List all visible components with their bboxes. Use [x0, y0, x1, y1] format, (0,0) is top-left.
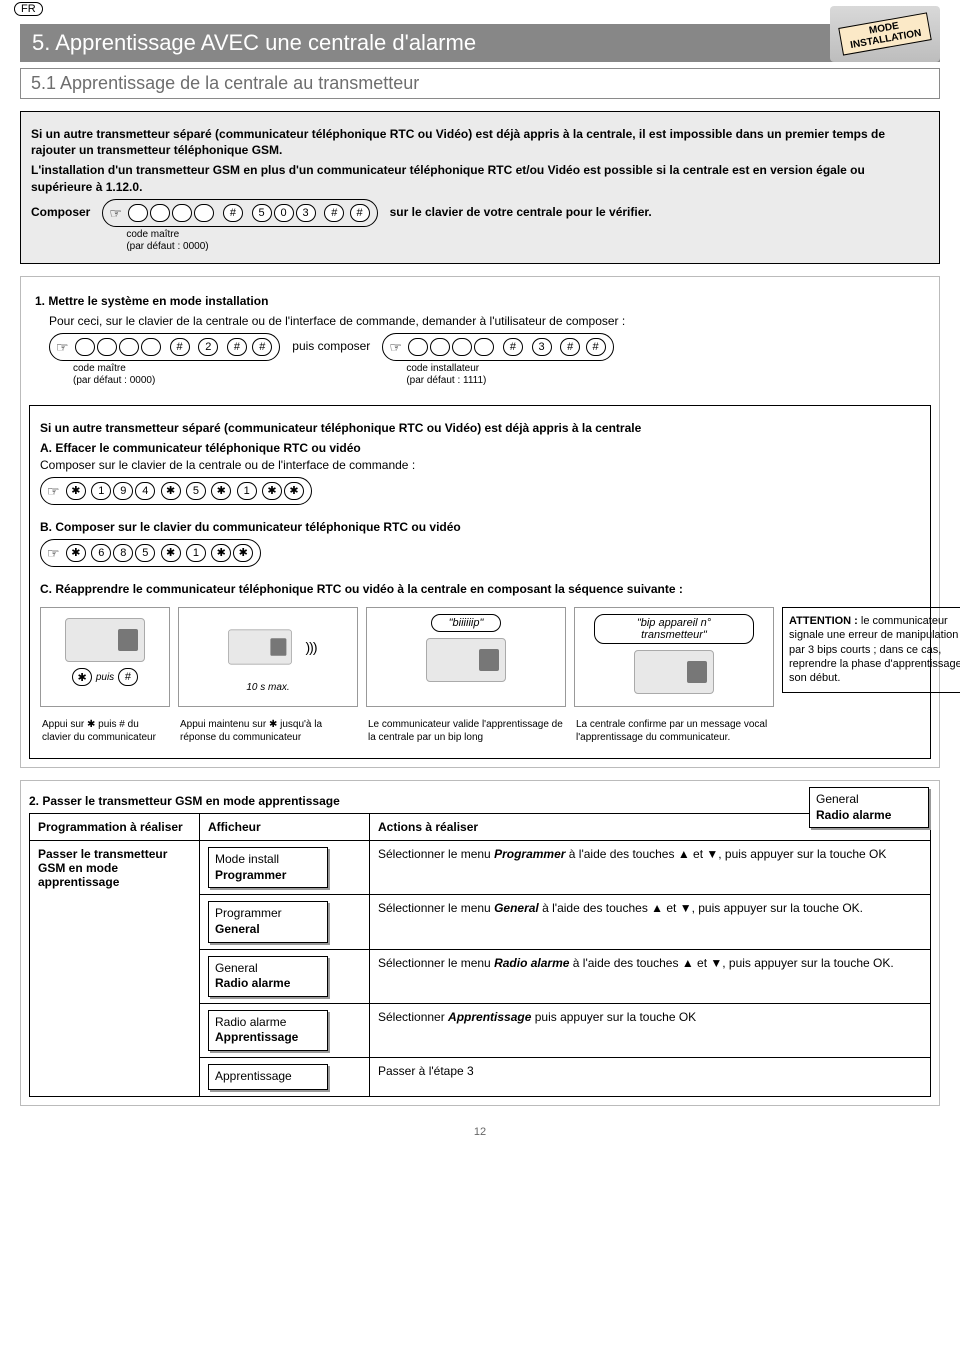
step1-puis: puis composer [292, 333, 370, 353]
abc-A: A. Effacer le communicateur téléphonique… [40, 440, 920, 472]
intro-box: Si un autre transmetteur séparé (communi… [20, 111, 940, 264]
hand-icon: ☞ [56, 339, 69, 356]
hand-icon: ☞ [47, 545, 60, 562]
hand-icon: ☞ [109, 205, 122, 222]
learn-cap1: Appui sur ✱ puis # du clavier du communi… [40, 715, 170, 748]
intro-p2: L'installation d'un transmetteur GSM en … [31, 162, 929, 194]
intro-key-sequence: ☞ # 503 # # [102, 199, 377, 227]
table-header-row: Programmation à réaliser Afficheur Actio… [30, 814, 931, 841]
learn-steps-grid: ✱ puis # ))) 10 s max. "biiiiiip" "bip a… [40, 607, 920, 748]
cell-action: Sélectionner le menu Programmer à l'aide… [370, 841, 931, 895]
step2-table: Programmation à réaliser Afficheur Actio… [29, 813, 931, 1096]
learn-attention: ATTENTION : le communicateur signale une… [782, 607, 960, 707]
language-tag: FR [14, 2, 43, 16]
subsection-title: 5.1 Apprentissage de la centrale au tran… [20, 68, 940, 99]
abc-A-seq: ☞ ✱ 194 ✱ 5 ✱ 1 ✱✱ [40, 477, 312, 505]
learn-step3-img: "biiiiiip" [366, 607, 566, 707]
th-prog: Programmation à réaliser [30, 814, 200, 841]
step1-seq2: ☞ # 3 # # [382, 333, 613, 361]
mode-badge-label: MODEINSTALLATION [838, 12, 931, 55]
cell-prog: Passer le transmetteur GSM en mode appre… [30, 841, 200, 1096]
abc-B-seq: ☞ ✱ 685 ✱ 1 ✱✱ [40, 539, 261, 567]
abc-heading: Si un autre transmetteur séparé (communi… [40, 420, 920, 436]
abc-C: C. Réapprendre le communicateur téléphon… [40, 581, 920, 597]
learn-cap2: Appui maintenu sur ✱ jusqu'à la réponse … [178, 715, 358, 748]
intro-code-maitre: code maître (par défaut : 0000) [126, 229, 377, 253]
step1-code-maitre: code maître (par défaut : 0000) [73, 363, 280, 387]
step1-container: 1. Mettre le système en mode installatio… [20, 276, 940, 768]
th-afficheur: Afficheur [200, 814, 370, 841]
step1-code-inst: code installateur (par défaut : 1111) [406, 363, 613, 387]
table-row: Passer le transmetteur GSM en mode appre… [30, 841, 931, 895]
step1-title: 1. Mettre le système en mode installatio… [35, 293, 925, 309]
intro-p1: Si un autre transmetteur séparé (communi… [31, 126, 929, 158]
mode-badge: MODEINSTALLATION [830, 6, 940, 62]
step1-desc: Pour ceci, sur le clavier de la centrale… [49, 313, 925, 329]
learn-step4-img: "bip appareil n° transmetteur" [574, 607, 774, 707]
step2-side-lcd: General Radio alarme [809, 787, 929, 828]
learn-step2-img: ))) 10 s max. [178, 607, 358, 707]
step2-title: 2. Passer le transmetteur GSM en mode ap… [29, 793, 931, 809]
page-number: 12 [20, 1126, 940, 1138]
step1-seq1: ☞ # 2 # # [49, 333, 280, 361]
intro-verify-tail: sur le clavier de votre centrale pour le… [390, 199, 652, 219]
abc-box: Si un autre transmetteur séparé (communi… [29, 405, 931, 759]
learn-step1-img: ✱ puis # [40, 607, 170, 707]
learn-cap3: Le communicateur valide l'apprentissage … [366, 715, 566, 748]
section-title: 5. Apprentissage AVEC une centrale d'ala… [20, 24, 940, 62]
hand-icon: ☞ [389, 339, 402, 356]
abc-B: B. Composer sur le clavier du communicat… [40, 519, 920, 535]
intro-composer-label: Composer [31, 199, 90, 219]
step2-container: 2. Passer le transmetteur GSM en mode ap… [20, 780, 940, 1106]
cell-lcd: Mode installProgrammer [200, 841, 370, 895]
hand-icon: ☞ [47, 483, 60, 500]
learn-cap4: La centrale confirme par un message voca… [574, 715, 774, 748]
radio-waves-icon: ))) [306, 639, 317, 655]
